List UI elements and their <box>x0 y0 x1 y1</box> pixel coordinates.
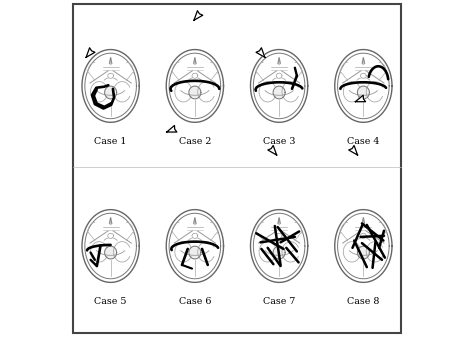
Text: Case 5: Case 5 <box>94 298 127 306</box>
Polygon shape <box>166 50 224 122</box>
Polygon shape <box>189 86 201 99</box>
Polygon shape <box>349 146 357 155</box>
Polygon shape <box>189 246 201 259</box>
Polygon shape <box>192 73 198 78</box>
Polygon shape <box>109 218 112 225</box>
Polygon shape <box>82 210 139 282</box>
Polygon shape <box>194 58 196 65</box>
Polygon shape <box>357 86 369 99</box>
Polygon shape <box>108 233 113 238</box>
Polygon shape <box>109 58 112 65</box>
Text: Case 6: Case 6 <box>179 298 211 306</box>
Polygon shape <box>82 50 139 122</box>
Polygon shape <box>108 73 113 78</box>
Polygon shape <box>273 246 285 259</box>
Text: Case 4: Case 4 <box>347 137 380 146</box>
Polygon shape <box>356 95 365 102</box>
Polygon shape <box>362 218 365 225</box>
Polygon shape <box>335 210 392 282</box>
Polygon shape <box>194 218 196 225</box>
Polygon shape <box>361 73 366 78</box>
Polygon shape <box>192 233 198 238</box>
Polygon shape <box>268 146 277 155</box>
Polygon shape <box>250 210 308 282</box>
Polygon shape <box>105 246 117 259</box>
Polygon shape <box>276 73 282 78</box>
Polygon shape <box>278 218 280 225</box>
Polygon shape <box>250 50 308 122</box>
Text: Case 8: Case 8 <box>347 298 380 306</box>
Polygon shape <box>357 246 369 259</box>
Polygon shape <box>361 233 366 238</box>
Polygon shape <box>166 210 224 282</box>
Text: Case 2: Case 2 <box>179 137 211 146</box>
Polygon shape <box>335 50 392 122</box>
Text: Case 7: Case 7 <box>263 298 295 306</box>
Polygon shape <box>167 125 177 132</box>
Polygon shape <box>273 86 285 99</box>
Polygon shape <box>276 233 282 238</box>
Polygon shape <box>278 58 280 65</box>
Polygon shape <box>105 86 117 99</box>
Polygon shape <box>362 58 365 65</box>
Polygon shape <box>256 48 265 57</box>
Text: Case 1: Case 1 <box>94 137 127 146</box>
Polygon shape <box>86 48 95 57</box>
Text: Case 3: Case 3 <box>263 137 295 146</box>
Polygon shape <box>194 11 203 20</box>
